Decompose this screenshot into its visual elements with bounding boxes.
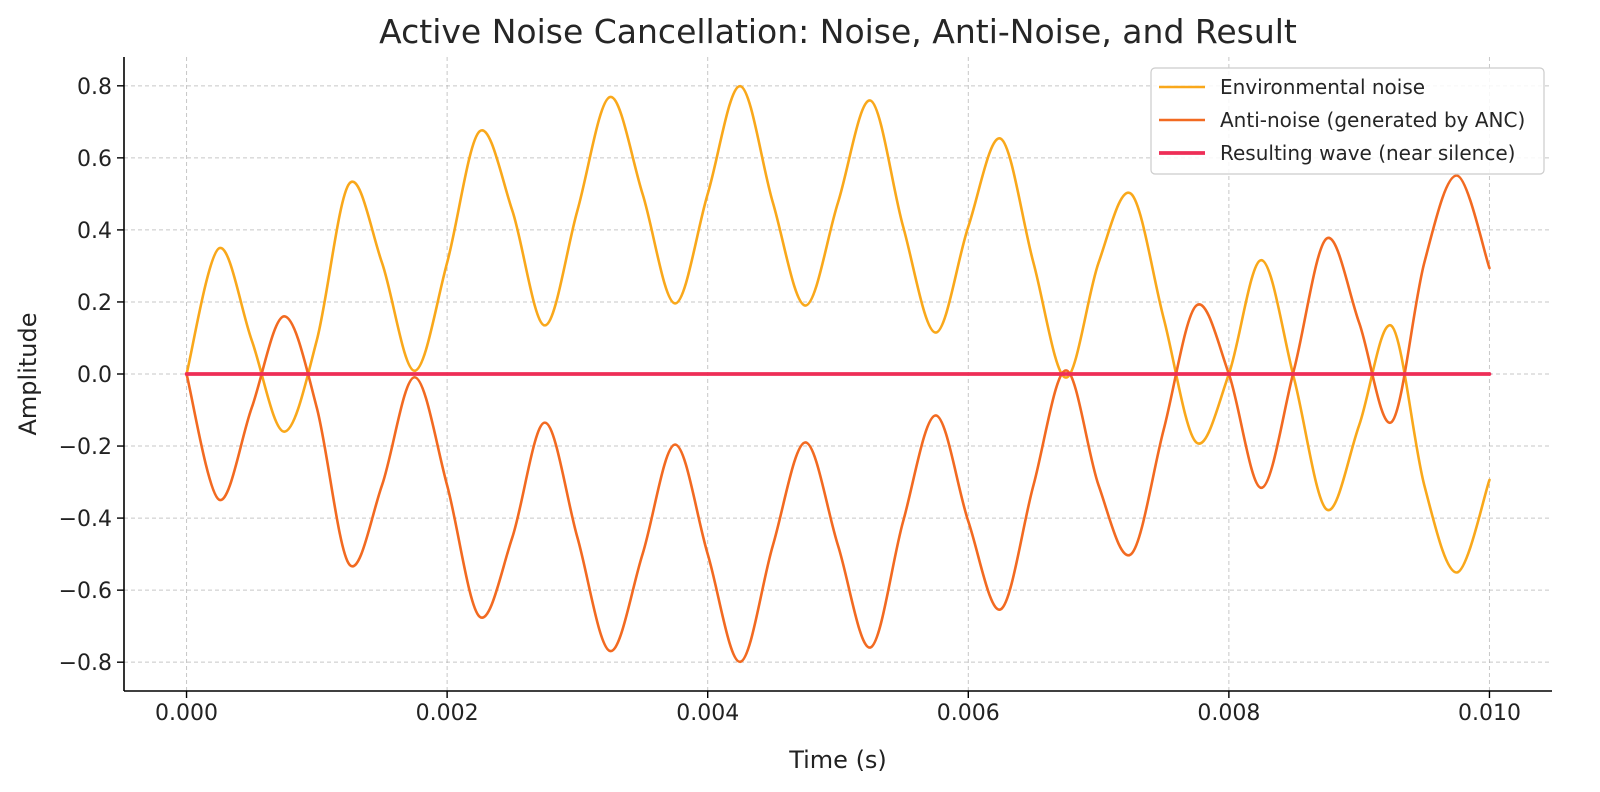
legend-label: Anti-noise (generated by ANC) [1220,108,1525,132]
y-tick-label: 0.4 [77,219,112,244]
y-tick-label: −0.8 [59,651,112,676]
legend-label: Resulting wave (near silence) [1220,141,1515,165]
y-tick-label: 0.2 [77,291,112,316]
series-environmental-noise [185,84,1491,574]
y-axis-label: Amplitude [14,313,42,436]
x-tick-label: 0.000 [155,701,218,726]
x-tick-label: 0.002 [416,701,479,726]
x-axis-label: Time (s) [788,746,887,774]
y-tick-label: −0.2 [59,435,112,460]
tick-labels: 0.000 0.002 0.004 0.006 0.008 0.010 −0.8 −0.6 −0… [59,75,1521,726]
x-tick-label: 0.004 [676,701,739,726]
series-anti-noise [185,174,1491,664]
x-tick-label: 0.010 [1458,701,1521,726]
x-tick-label: 0.008 [1197,701,1260,726]
x-tick-label: 0.006 [937,701,1000,726]
series-lines [184,84,1492,664]
legend: Environmental noise Anti-noise (generated… [1150,67,1545,175]
chart-title: Active Noise Cancellation: Noise, Anti-N… [379,12,1297,51]
legend-label: Environmental noise [1220,75,1425,99]
y-tick-label: 0.8 [77,75,112,100]
y-tick-label: 0.6 [77,147,112,172]
y-tick-label: 0.0 [77,363,112,388]
y-tick-label: −0.6 [59,579,112,604]
y-tick-label: −0.4 [59,507,112,532]
axes [117,57,1552,698]
legend-box [1150,67,1545,175]
